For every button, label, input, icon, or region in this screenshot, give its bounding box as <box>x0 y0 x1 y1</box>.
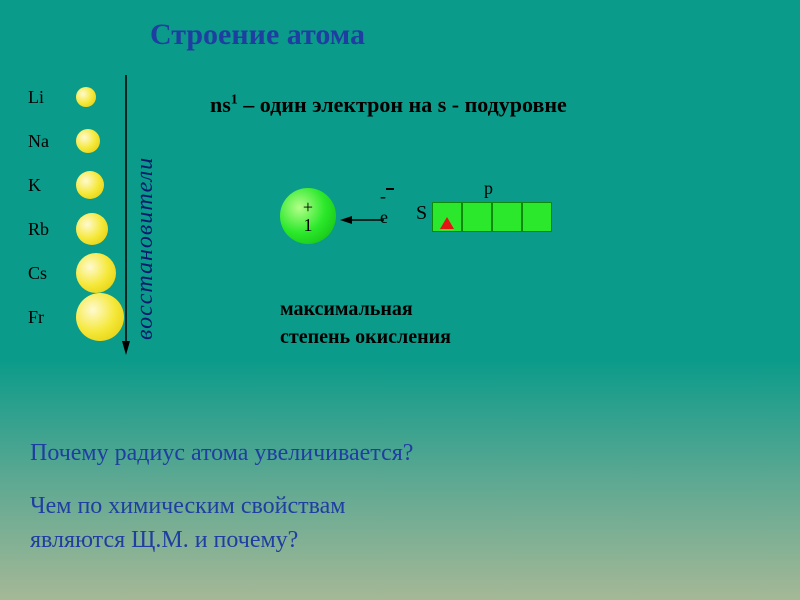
orbital-boxes <box>432 202 552 232</box>
atom-radius-circle <box>76 253 116 293</box>
ion-one: 1 <box>304 216 313 234</box>
s-orbital-label: S <box>416 202 427 225</box>
element-symbol: Rb <box>28 219 58 240</box>
ns-prefix: ns <box>210 92 231 117</box>
orbital-box <box>492 202 522 232</box>
element-row: Fr <box>28 295 124 339</box>
ns-rest: – один электрон на s - подуровне <box>238 92 567 117</box>
orbital-box <box>462 202 492 232</box>
electron-label: - e <box>380 186 388 228</box>
element-row: Na <box>28 119 124 163</box>
ion-plus: + <box>303 198 313 216</box>
question-2: Чем по химическим свойствамявляются Щ.М.… <box>30 490 345 557</box>
element-symbol: Fr <box>28 307 58 328</box>
electron-arrow-icon <box>440 217 454 229</box>
arrow-left-icon <box>340 214 384 226</box>
element-symbol: K <box>28 175 58 196</box>
element-symbol: Li <box>28 87 58 108</box>
page-title: Строение атома <box>150 18 365 52</box>
atom-radius-circle <box>76 213 108 245</box>
atom-radius-circle <box>76 129 100 153</box>
element-row: Rb <box>28 207 124 251</box>
element-symbol: Cs <box>28 263 58 284</box>
orbital-box <box>522 202 552 232</box>
question-1: Почему радиус атома увеличивается? <box>30 440 413 467</box>
reducers-label: восстановители <box>132 157 159 340</box>
ion-circle: + 1 <box>280 188 336 244</box>
atom-radius-circle <box>76 293 124 341</box>
element-row: K <box>28 163 124 207</box>
element-symbol: Na <box>28 131 58 152</box>
element-list: Li Na K Rb Cs Fr <box>28 75 124 339</box>
atom-radius-circle <box>76 171 104 199</box>
element-row: Cs <box>28 251 124 295</box>
ns-formula: ns1 – один электрон на s - подуровне <box>210 92 567 118</box>
ns-sup: 1 <box>231 93 238 108</box>
max-oxidation-label: максимальнаястепень окисления <box>280 295 451 351</box>
element-row: Li <box>28 75 124 119</box>
arrow-down-icon <box>120 75 132 355</box>
atom-radius-circle <box>76 87 96 107</box>
orbital-box <box>432 202 462 232</box>
p-orbital-label: p <box>484 178 493 199</box>
